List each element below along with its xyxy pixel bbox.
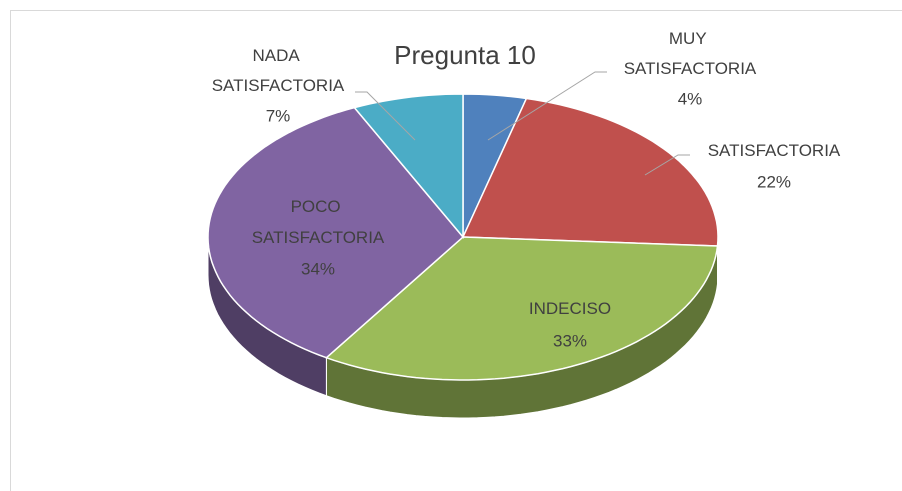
data-label-value: 34% [301,259,335,278]
chart-title: Pregunta 10 [394,40,536,70]
data-label-value: 4% [678,89,703,108]
data-label-value: 22% [757,172,791,191]
leader-line [355,91,416,141]
data-label-value: 7% [266,106,291,125]
data-label-category: INDECISO [529,299,611,318]
leader-line [487,71,607,141]
pie-slice [353,93,464,240]
data-label-category: POCO SATISFACTORIA [252,197,385,247]
data-label-value: 33% [553,331,587,350]
pie-slice [461,97,719,247]
data-label-category: MUY SATISFACTORIA [624,29,757,78]
pie-slice [324,236,719,381]
pie-slice [207,106,465,359]
leader-line [644,154,690,176]
data-label-category: SATISFACTORIA [708,141,841,160]
data-label-category: NADA SATISFACTORIA [212,46,345,95]
